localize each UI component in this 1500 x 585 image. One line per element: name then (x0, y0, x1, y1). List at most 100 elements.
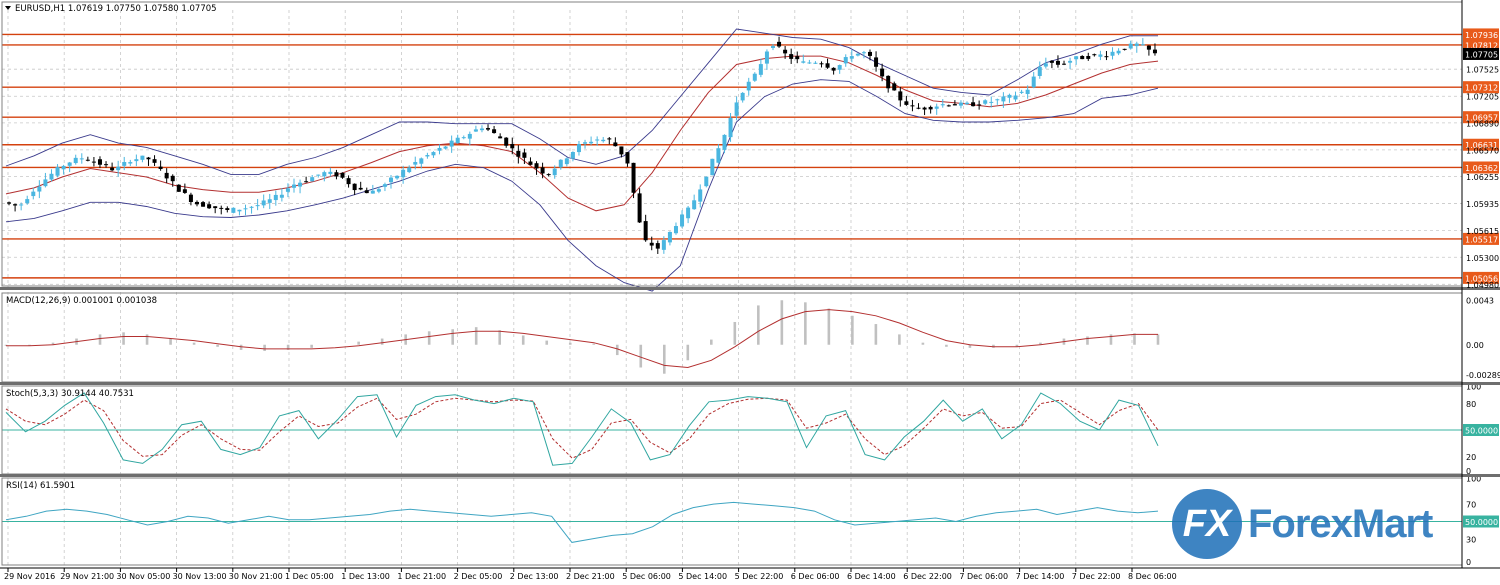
rsi-tick-label: 70 (1466, 501, 1476, 510)
rsi-tick-label: 50.0000 (1465, 518, 1498, 527)
panel-frame-1 (1, 292, 1463, 383)
bear-candle (188, 194, 193, 203)
bear-candle (916, 107, 921, 109)
bear-candle (880, 68, 885, 77)
bear-candle (352, 183, 357, 191)
level-label: 1.05056 (1465, 274, 1498, 283)
bull-candle (273, 194, 278, 201)
bear-candle (358, 187, 363, 190)
bull-candle (1116, 50, 1121, 54)
time-tick-label: 30 Nov 05:00 (116, 572, 170, 581)
bear-candle (1152, 49, 1157, 54)
bull-candle (958, 102, 963, 106)
time-tick-label: 6 Dec 14:00 (847, 572, 896, 581)
time-tick-label: 2 Dec 13:00 (510, 572, 559, 581)
bear-candle (886, 75, 891, 89)
bear-candle (104, 164, 109, 166)
bull-candle (1128, 43, 1133, 49)
time-tick-label: 30 Nov 21:00 (229, 572, 283, 581)
bull-candle (73, 157, 78, 164)
bear-candle (225, 208, 230, 211)
bear-candle (819, 63, 824, 65)
bear-candle (158, 166, 163, 169)
time-tick-label: 5 Dec 14:00 (678, 572, 727, 581)
bear-candle (13, 204, 18, 206)
bear-candle (207, 204, 212, 209)
bull-candle (255, 205, 260, 207)
bull-candle (1098, 54, 1103, 57)
bull-candle (849, 56, 854, 59)
level-label: 1.06957 (1465, 114, 1498, 123)
price-tick-label: 1.05300 (1466, 254, 1499, 263)
bull-candle (576, 144, 581, 153)
bull-candle (752, 73, 757, 81)
triangle-down-icon (5, 6, 11, 10)
level-label: 1.05517 (1465, 235, 1498, 244)
price-tick-label: 1.06570 (1466, 146, 1499, 155)
bear-candle (655, 243, 660, 249)
bull-candle (1019, 91, 1024, 93)
bull-candle (413, 161, 418, 165)
level-label: 1.06631 (1465, 141, 1498, 150)
bear-candle (346, 178, 351, 185)
bear-candle (777, 41, 782, 47)
bollinger-upper-line (5, 28, 1158, 175)
bear-candle (892, 83, 897, 91)
bull-candle (31, 191, 36, 197)
bear-candle (522, 152, 527, 158)
bull-candle (473, 129, 478, 132)
bull-candle (43, 179, 48, 187)
stoch-tick-label: 20 (1466, 453, 1476, 462)
stoch-tick-label: 100 (1466, 383, 1481, 392)
bear-candle (619, 146, 624, 155)
bear-candle (164, 172, 169, 179)
bull-candle (1031, 76, 1036, 88)
bull-candle (292, 184, 296, 188)
bull-candle (940, 104, 945, 106)
bull-candle (861, 52, 866, 54)
bull-candle (49, 173, 54, 180)
logo-badge: FX (1172, 489, 1242, 559)
bull-candle (243, 208, 248, 210)
time-tick-label: 2 Dec 05:00 (454, 572, 503, 581)
bear-candle (110, 167, 115, 171)
bull-candle (995, 99, 1000, 101)
bear-candle (904, 101, 909, 105)
bull-candle (443, 146, 448, 149)
bull-candle (455, 137, 460, 144)
level-label-box (1463, 138, 1499, 151)
bull-candle (55, 167, 60, 176)
bull-candle (322, 172, 327, 177)
bull-candle (431, 152, 436, 156)
bear-candle (1080, 56, 1085, 60)
bollinger-bands (5, 28, 1159, 292)
bull-candle (740, 92, 745, 101)
bull-candle (601, 139, 606, 142)
time-tick-label: 5 Dec 06:00 (622, 572, 671, 581)
macd-tick-label: 0.0043 (1466, 297, 1494, 306)
bear-candle (874, 57, 879, 67)
bull-candle (128, 162, 133, 164)
time-tick-label: 7 Dec 06:00 (959, 572, 1008, 581)
bull-candle (1134, 43, 1139, 47)
time-tick-label: 5 Dec 22:00 (735, 572, 784, 581)
bear-candle (510, 144, 515, 149)
bull-candle (407, 167, 412, 173)
bear-candle (170, 175, 175, 182)
bear-candle (334, 172, 339, 177)
bear-candle (631, 162, 636, 193)
rsi-tick-label: 100 (1466, 475, 1481, 484)
bull-candle (437, 147, 442, 151)
level-label-box (1463, 161, 1499, 174)
bull-candle (122, 161, 127, 166)
bear-candle (213, 206, 218, 209)
bear-candle (1086, 55, 1091, 59)
bear-candle (783, 49, 788, 54)
time-tick-label: 1 Dec 13:00 (341, 572, 390, 581)
bull-candle (570, 151, 575, 159)
bear-candle (486, 128, 491, 130)
macd-tick-label: 0.00 (1466, 341, 1484, 350)
bear-candle (1146, 45, 1151, 50)
bull-candle (479, 128, 484, 131)
